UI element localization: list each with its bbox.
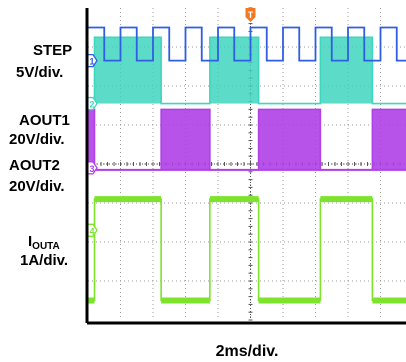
ch3-trace-band	[88, 109, 95, 170]
ch1-name-label: STEP	[33, 42, 73, 59]
ch4-trace-band	[94, 196, 162, 203]
ch2-ground-marker-label: 2	[89, 100, 94, 110]
ch4-trace-band	[258, 297, 321, 304]
ch4-trace-band	[372, 297, 406, 304]
ch4-trace-band	[209, 196, 259, 203]
ch2-scale-label: 20V/div.	[9, 131, 65, 148]
ch4-name-label: IOUTA	[28, 233, 60, 252]
ch2-trace-band	[94, 37, 162, 104]
ch3-ground-marker-label: 3	[89, 164, 94, 174]
ch3-trace-band	[258, 109, 321, 170]
ch3-scale-label: 20V/div.	[9, 178, 65, 195]
ch3-trace-band	[372, 109, 406, 170]
trigger-marker: T	[245, 8, 256, 22]
ch4-trace-band	[320, 196, 373, 203]
ch1-scale-label: 5V/div.	[16, 64, 64, 81]
ch1-ground-marker-label: 1	[89, 57, 94, 67]
ch2-name-label: AOUT1	[19, 112, 70, 129]
ch4-trace-band	[88, 297, 95, 304]
ch4-ground-marker-label: 4	[89, 226, 94, 236]
ch1-trace	[88, 26, 406, 62]
ch3-trace-band	[161, 109, 210, 170]
ch4-trace-band	[161, 297, 210, 304]
trigger-marker-shape	[245, 8, 256, 22]
waveform-traces	[87, 26, 406, 304]
ch4-scale-label: 1A/div.	[20, 252, 69, 269]
ch3-name-label: AOUT2	[9, 157, 60, 174]
x-axis-label: 2ms/div.	[216, 343, 279, 360]
trigger-marker-label: T	[248, 10, 254, 20]
